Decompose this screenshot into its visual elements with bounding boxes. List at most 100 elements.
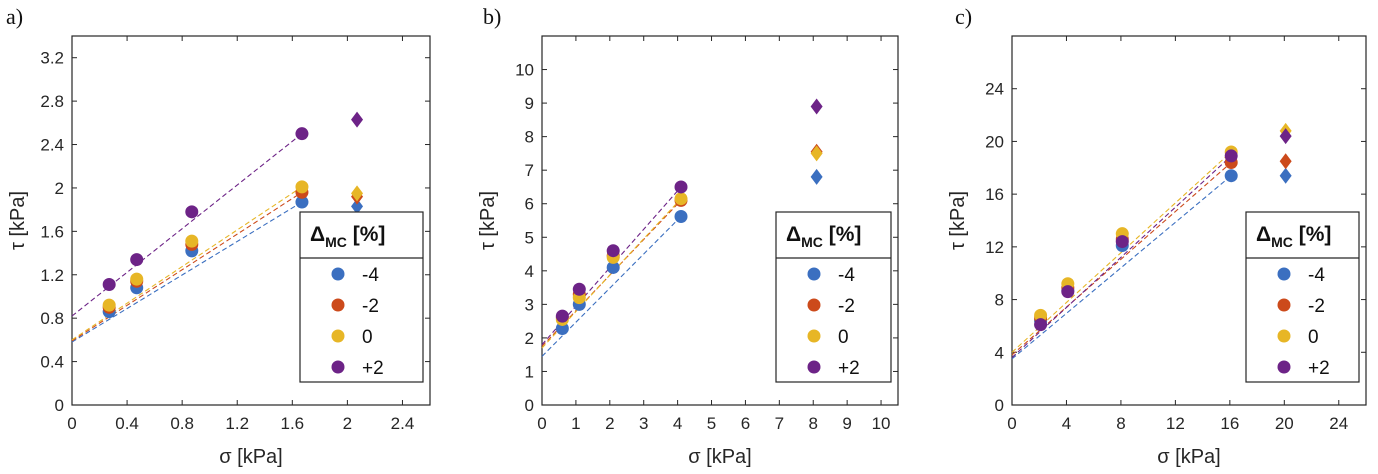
legend-entry: -4 [362, 265, 379, 286]
legend-title-unit: [%] [347, 223, 386, 246]
fit-line-0 [1011, 175, 1232, 360]
legend-entry: +2 [1308, 358, 1330, 379]
y-tick-label: 4 [525, 262, 534, 281]
data-point [674, 192, 688, 206]
axes-box [71, 35, 431, 406]
legend-marker [331, 329, 345, 343]
legend-box [775, 211, 892, 383]
data-point [1034, 308, 1048, 322]
x-tick-label: 24 [1329, 414, 1348, 433]
data-point [1115, 235, 1129, 249]
legend-title-main: Δ [786, 223, 801, 246]
axes-box [1011, 35, 1367, 406]
y-tick-label: 8 [525, 128, 534, 147]
legend-title-unit: [%] [823, 223, 862, 246]
y-tick-label: 20 [985, 132, 1004, 151]
legend: ΔMC [%] -4 -2 0 +2 [775, 211, 892, 383]
data-point [606, 244, 620, 258]
data-point [674, 209, 688, 223]
x-tick-label: 0 [537, 414, 546, 433]
panel-2: b) 0 1 2 3 4 5 6 7 8 9 10 0 1 2 3 4 5 6 7 8 9 10 σ [kPa] τ [kPa]… [477, 4, 899, 468]
legend: ΔMC [%] -4 -2 0 +2 [299, 211, 424, 383]
x-tick-label: 12 [1166, 414, 1185, 433]
x-axis-label: σ [kPa] [219, 446, 282, 468]
y-tick-label: 0 [995, 396, 1004, 415]
data-point-diamond [810, 145, 823, 162]
x-tick-label: 20 [1275, 414, 1294, 433]
legend-title-main: Δ [1256, 223, 1271, 246]
legend-entry: 0 [1308, 327, 1319, 348]
legend-title: ΔMC [%] [786, 223, 861, 250]
y-axis-label: τ [kPa] [947, 191, 969, 250]
fit-line-1 [71, 191, 303, 342]
x-tick-label: 2.4 [391, 414, 415, 433]
x-tick-label: 6 [741, 414, 750, 433]
y-tick-label: 2.4 [40, 136, 64, 155]
x-tick-label: 7 [775, 414, 784, 433]
y-tick-label: 0 [55, 396, 64, 415]
x-tick-label: 5 [707, 414, 716, 433]
legend-entry: -2 [838, 296, 855, 317]
data-point [555, 322, 569, 336]
x-tick-label: 8 [1116, 414, 1125, 433]
data-point [295, 127, 309, 141]
data-point [1034, 318, 1048, 332]
legend-marker [1277, 298, 1291, 312]
data-point [1061, 285, 1075, 299]
panel-label: a) [6, 4, 23, 29]
y-tick-label: 3 [525, 295, 534, 314]
x-tick-label: 0.4 [115, 414, 139, 433]
data-point [185, 205, 199, 219]
legend-marker [807, 360, 821, 374]
x-tick-label: 0 [1007, 414, 1016, 433]
legend-entry: -2 [1308, 296, 1325, 317]
legend-marker [1277, 360, 1291, 374]
legend-title: ΔMC [%] [1256, 223, 1331, 250]
panel-1: a) 0 0.4 0.8 1.2 1.6 2 2.4 0 0.4 0.8 1.2 1.6 2 2.4 2.8 3… [6, 4, 431, 468]
y-tick-label: 6 [525, 195, 534, 214]
x-tick-label: 10 [872, 414, 891, 433]
data-point [295, 195, 309, 209]
x-tick-label: 1 [571, 414, 580, 433]
legend-title-main: Δ [310, 223, 325, 246]
x-tick-label: 0.8 [170, 414, 194, 433]
legend-marker [331, 360, 345, 374]
x-axis-label: σ [kPa] [1157, 446, 1220, 468]
legend-marker [1277, 267, 1291, 281]
panel-3: c) 0 4 8 12 16 20 24 0 4 8 12 16 20 24 σ [kPa] τ [kPa] ΔM… [947, 4, 1367, 468]
x-tick-label: 16 [1220, 414, 1239, 433]
data-point [606, 260, 620, 274]
data-point [102, 298, 116, 312]
panel-label: b) [483, 4, 501, 29]
data-point [572, 282, 586, 296]
legend-marker [331, 298, 345, 312]
x-tick-label: 1.2 [225, 414, 249, 433]
y-tick-label: 16 [985, 185, 1004, 204]
data-point [185, 234, 199, 248]
y-axis-label: τ [kPa] [7, 191, 29, 250]
y-tick-label: 7 [525, 161, 534, 180]
fit-line-0 [71, 201, 303, 343]
fit-line-3 [1011, 155, 1232, 358]
data-point-diamond [351, 185, 364, 202]
legend-title-sub: MC [1271, 234, 1293, 250]
legend-marker [1277, 329, 1291, 343]
fit-line-0 [541, 216, 682, 357]
legend-marker [807, 267, 821, 281]
y-axis-label: τ [kPa] [477, 191, 499, 250]
y-tick-label: 24 [985, 80, 1004, 99]
legend-marker [331, 267, 345, 281]
y-tick-label: 8 [995, 291, 1004, 310]
data-point [674, 180, 688, 194]
y-tick-label: 0.8 [40, 309, 64, 328]
fit-line-1 [1011, 162, 1232, 356]
y-tick-label: 12 [985, 238, 1004, 257]
legend-title-sub: MC [801, 234, 823, 250]
legend-title-sub: MC [325, 234, 347, 250]
legend-box [299, 211, 424, 383]
y-tick-label: 0.4 [40, 353, 64, 372]
y-tick-label: 1.6 [40, 222, 64, 241]
data-point [555, 309, 569, 323]
legend-entry: -2 [362, 296, 379, 317]
